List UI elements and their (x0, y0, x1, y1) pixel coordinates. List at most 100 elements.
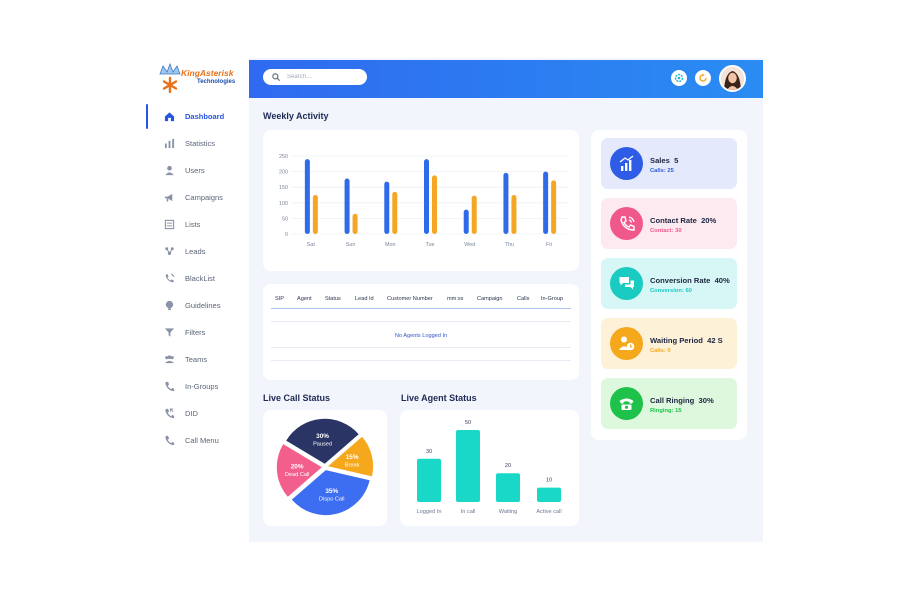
sidebar-item-filters[interactable]: Filters (145, 319, 249, 346)
sidebar-item-call-menu[interactable]: Call Menu (145, 427, 249, 454)
column-header-status[interactable]: Status (325, 296, 341, 302)
y-tick-label: 50 (282, 216, 288, 222)
settings-button[interactable] (671, 70, 687, 86)
pie-label-name: Dead Call (285, 472, 310, 478)
stat-title-text: Conversion Rate (650, 276, 711, 285)
weekly-activity-card: 0 50 100 150 200 250 Sat Sun Mon Tue Wed Thu Fri (263, 130, 579, 271)
stat-sub-label: Calls: (650, 348, 666, 354)
stat-sub-value: 30 (675, 228, 682, 234)
stat-card-conversion-rate[interactable]: Conversion Rate 40% Conversion: 60 (601, 258, 737, 309)
sidebar-item-teams[interactable]: Teams (145, 346, 249, 373)
pie-slice-paused[interactable] (286, 418, 359, 464)
brand-logo[interactable]: KingAsterisk Technologies (157, 60, 249, 96)
bar-mon-series-1[interactable] (384, 181, 390, 234)
sidebar-item-label: In-Groups (185, 382, 219, 391)
stat-sub: Calls: 25 (650, 168, 674, 174)
bar-sun-series-2[interactable] (352, 213, 358, 234)
agent-bar-value: 50 (465, 420, 471, 426)
bar-wed-series-1[interactable] (463, 209, 469, 234)
sidebar-item-blacklist[interactable]: BlackList (145, 265, 249, 292)
column-header-agent[interactable]: Agent (297, 296, 312, 302)
pie-slice-dispo-call[interactable] (291, 470, 370, 516)
live-agent-status-card: 30 Logged In 50 In call 20 Waiting 10 Active ca… (400, 410, 579, 526)
sidebar-item-dashboard[interactable]: Dashboard (145, 103, 249, 130)
live-call-status-title: Live Call Status (263, 393, 331, 403)
column-header-calls[interactable]: Calls (517, 296, 530, 302)
x-tick-label: Sat (307, 242, 316, 248)
stat-sub-label: Calls: (650, 168, 666, 174)
y-tick-label: 0 (285, 232, 288, 238)
filter-icon (163, 327, 175, 339)
pie-slice-break[interactable] (328, 436, 374, 477)
stat-title: Call Ringing 30% (650, 396, 714, 405)
guidelines-icon (163, 300, 175, 312)
bar-tue-series-2[interactable] (432, 175, 437, 234)
bar-fri-series-1[interactable] (543, 171, 549, 234)
sidebar-item-users[interactable]: Users (145, 157, 249, 184)
bar-sat-series-2[interactable] (312, 195, 318, 234)
search-box[interactable] (263, 69, 367, 85)
refresh-button[interactable] (695, 70, 711, 86)
bar-mon-series-2[interactable] (392, 191, 398, 234)
agent-bar-label: Logged In (417, 509, 442, 515)
bar-thu-series-1[interactable] (503, 172, 509, 234)
column-header-mm-ss[interactable]: mm:ss (447, 296, 464, 302)
weekly-activity-title: Weekly Activity (263, 111, 329, 121)
stats-panel: Sales 5 Calls: 25 Contact Rate 20% Contact:… (591, 130, 747, 440)
search-input[interactable] (285, 73, 363, 81)
stat-card-sales[interactable]: Sales 5 Calls: 25 (601, 138, 737, 189)
bar-wed-series-2[interactable] (471, 195, 477, 234)
pie-slice-dead-call[interactable] (276, 444, 322, 497)
agent-bar-in-call[interactable] (456, 430, 480, 502)
stat-title-text: Waiting Period (650, 336, 703, 345)
sidebar-nav: Dashboard Statistics Users Campaigns Lists Le… (145, 103, 249, 454)
column-header-lead-id[interactable]: Lead Id (355, 296, 374, 302)
stat-sub-label: Conversion: (650, 288, 684, 294)
x-tick-label: Tue (425, 242, 434, 248)
column-header-sip[interactable]: SIP (275, 296, 285, 302)
stat-sub-value: 60 (685, 288, 692, 294)
stat-card-contact-rate[interactable]: Contact Rate 20% Contact: 30 (601, 198, 737, 249)
sidebar-item-statistics[interactable]: Statistics (145, 130, 249, 157)
stat-title: Sales 5 (650, 156, 678, 165)
agent-bar-label: Active call (536, 509, 561, 515)
sidebar-item-guidelines[interactable]: Guidelines (145, 292, 249, 319)
column-header-customer-number[interactable]: Customer Number (387, 296, 433, 302)
agent-bar-waiting[interactable] (496, 473, 520, 502)
bar-fri-series-2[interactable] (551, 180, 557, 234)
stat-sub-label: Ringing: (650, 408, 674, 414)
agent-bar-logged-in[interactable] (417, 458, 441, 502)
user-avatar[interactable] (719, 65, 746, 92)
bar-thu-series-2[interactable] (511, 195, 517, 234)
bar-sat-series-1[interactable] (304, 159, 310, 234)
agent-bar-value: 30 (426, 449, 432, 455)
pie-label-pct: 20% (291, 463, 304, 470)
sidebar-item-label: Leads (185, 247, 206, 256)
stat-card-call-ringing[interactable]: Call Ringing 30% Ringing: 15 (601, 378, 737, 429)
column-header-campaign[interactable]: Campaign (477, 296, 503, 302)
pie-label-name: Paused (313, 442, 332, 448)
sidebar-item-leads[interactable]: Leads (145, 238, 249, 265)
phone-icon (163, 381, 175, 393)
sidebar-item-lists[interactable]: Lists (145, 211, 249, 238)
stat-card-waiting-period[interactable]: Waiting Period 42 S Calls: 0 (601, 318, 737, 369)
sidebar-item-label: Statistics (185, 139, 216, 148)
column-header-in-group[interactable]: In-Group (541, 296, 564, 302)
phone-block-icon (163, 273, 175, 285)
y-tick-label: 150 (279, 185, 288, 191)
stat-sub-value: 0 (667, 348, 671, 354)
stat-value: 42 S (707, 336, 723, 345)
sidebar-item-campaigns[interactable]: Campaigns (145, 184, 249, 211)
phone-ring-icon (610, 207, 643, 240)
stat-sub: Conversion: 60 (650, 288, 692, 294)
sidebar-item-label: BlackList (185, 274, 216, 283)
sidebar-item-label: Filters (185, 328, 206, 337)
agent-bar-active-call[interactable] (537, 487, 561, 502)
sidebar-item-did[interactable]: DID (145, 400, 249, 427)
bar-tue-series-1[interactable] (424, 159, 429, 234)
search-icon (272, 73, 280, 81)
bar-sun-series-1[interactable] (344, 178, 350, 234)
sidebar-item-in-groups[interactable]: In-Groups (145, 373, 249, 400)
home-icon (163, 111, 175, 123)
pie-label-name: Dispo Call (319, 497, 345, 503)
